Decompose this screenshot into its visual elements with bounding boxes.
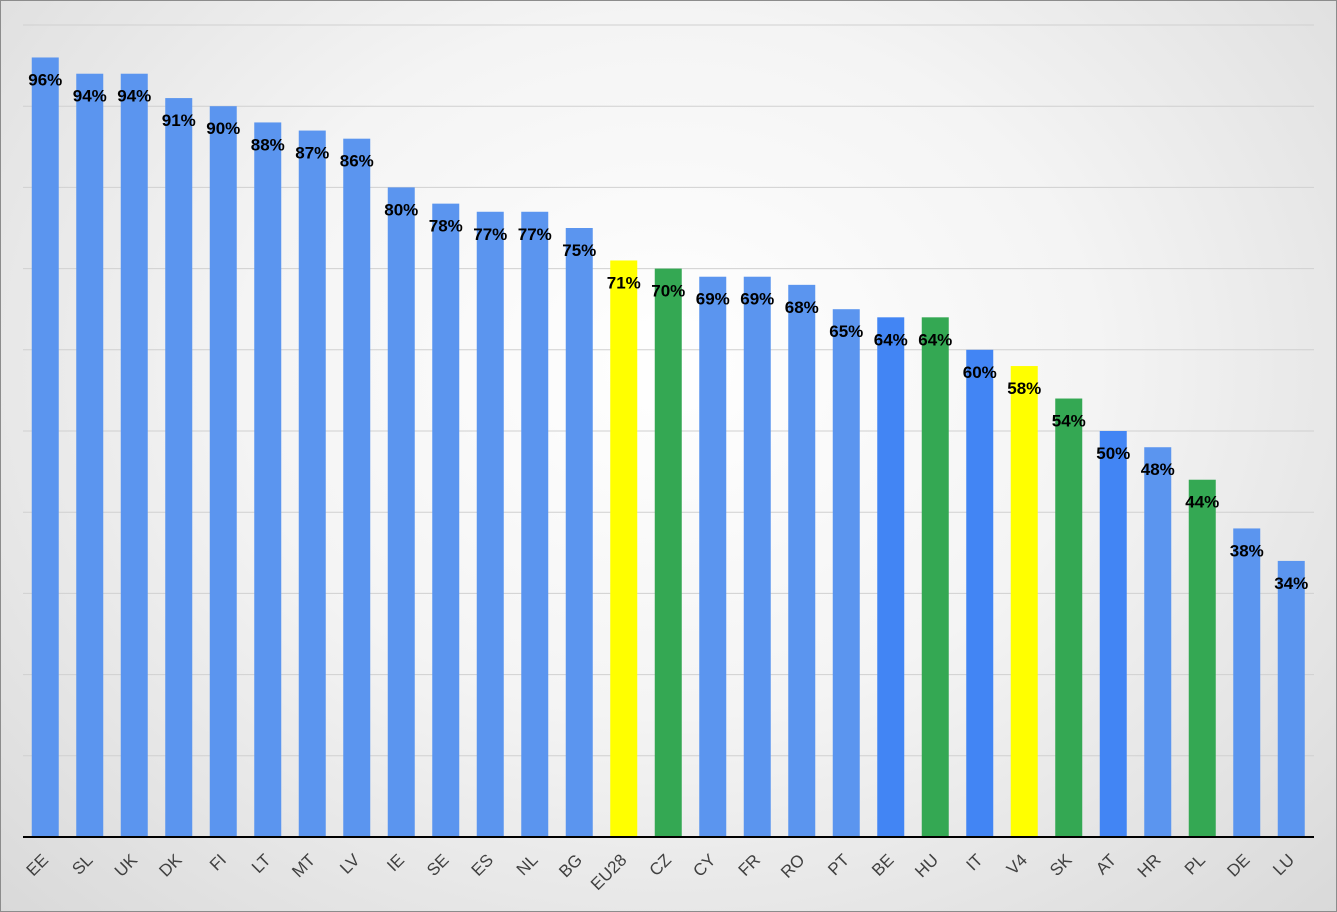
bar-dk: [165, 98, 193, 837]
data-label-at: 50%: [1096, 444, 1130, 463]
bar-de: [1233, 528, 1261, 837]
bar-fr: [743, 276, 771, 838]
tick-label-pl: PL: [1181, 850, 1209, 878]
data-label-de: 38%: [1230, 541, 1264, 560]
bar-cy: [699, 276, 727, 838]
tick-label-sl: SL: [68, 850, 96, 878]
bar-ie: [387, 187, 415, 837]
bar-pl: [1188, 479, 1216, 837]
bar-uk: [120, 73, 148, 838]
data-label-ro: 68%: [785, 298, 819, 317]
tick-label-de: DE: [1223, 850, 1253, 880]
tick-label-it: IT: [962, 850, 986, 874]
tick-label-bg: BG: [555, 850, 586, 881]
data-label-hr: 48%: [1141, 460, 1175, 479]
tick-label-hu: HU: [911, 850, 942, 881]
tick-label-dk: DK: [155, 850, 186, 881]
tick-label-be: BE: [868, 850, 897, 879]
bar-sk: [1055, 398, 1083, 837]
data-label-ee: 96%: [28, 70, 62, 89]
data-label-pt: 65%: [829, 322, 863, 341]
data-labels: 96% 94% 94% 91% 90% 88% 87% 86% 80% 78% 77% 77% 75% 7…: [28, 70, 1308, 592]
bar-bg: [565, 228, 593, 837]
data-label-v4: 58%: [1007, 379, 1041, 398]
data-label-nl: 77%: [518, 225, 552, 244]
tick-label-pt: PT: [824, 850, 853, 879]
bar-hu: [921, 317, 949, 837]
data-label-cy: 69%: [696, 290, 730, 309]
bar-mt: [298, 130, 326, 837]
bar-sl: [76, 73, 104, 838]
data-label-lu: 34%: [1274, 574, 1308, 593]
bar-pt: [832, 309, 860, 837]
bar-cz: [654, 268, 682, 838]
tick-label-mt: MT: [288, 850, 319, 881]
tick-label-es: ES: [468, 850, 497, 879]
bar-be: [877, 317, 905, 837]
bar-ro: [788, 284, 816, 838]
tick-label-eu28: EU28: [587, 850, 631, 894]
bar-at: [1099, 431, 1127, 837]
data-label-ie: 80%: [384, 200, 418, 219]
data-label-mt: 87%: [295, 144, 329, 163]
tick-label-at: AT: [1092, 850, 1120, 878]
tick-label-ro: RO: [777, 850, 808, 881]
tick-label-ie: IE: [383, 850, 408, 875]
data-label-it: 60%: [963, 363, 997, 382]
data-label-pl: 44%: [1185, 493, 1219, 512]
data-label-be: 64%: [874, 330, 908, 349]
data-label-dk: 91%: [162, 111, 196, 130]
bar-ee: [31, 57, 59, 838]
data-label-fi: 90%: [206, 119, 240, 138]
bar-lu: [1277, 560, 1305, 837]
tick-label-v4: V4: [1003, 850, 1031, 878]
tick-label-fr: FR: [735, 850, 764, 879]
data-label-fr: 69%: [740, 290, 774, 309]
bar-it: [966, 349, 994, 837]
data-label-bg: 75%: [562, 241, 596, 260]
tick-label-fi: FI: [206, 850, 230, 874]
data-label-uk: 94%: [117, 87, 151, 106]
tick-label-nl: NL: [513, 850, 542, 879]
tick-label-lt: LT: [248, 850, 275, 877]
data-label-se: 78%: [429, 217, 463, 236]
bar-se: [432, 203, 460, 837]
bar-v4: [1010, 366, 1038, 837]
bar-lv: [343, 138, 371, 837]
tick-label-ee: EE: [23, 850, 52, 879]
bar-nl: [521, 211, 549, 837]
data-label-eu28: 71%: [607, 273, 641, 292]
bar-lt: [254, 122, 282, 837]
data-label-lt: 88%: [251, 135, 285, 154]
tick-label-hr: HR: [1134, 850, 1165, 881]
data-label-es: 77%: [473, 225, 507, 244]
tick-label-cy: CY: [689, 850, 719, 880]
bar-fi: [209, 106, 237, 837]
tick-label-uk: UK: [111, 850, 142, 881]
data-label-sk: 54%: [1052, 412, 1086, 431]
data-label-lv: 86%: [340, 152, 374, 171]
data-label-sl: 94%: [73, 87, 107, 106]
tick-label-cz: CZ: [646, 850, 675, 879]
data-label-cz: 70%: [651, 282, 685, 301]
bars: [31, 57, 1305, 838]
data-label-hu: 64%: [918, 330, 952, 349]
bar-hr: [1144, 447, 1172, 837]
bar-eu28: [610, 260, 638, 838]
tick-label-lv: LV: [336, 850, 364, 878]
x-axis-tick-labels: EE SL UK DK FI LT MT LV IE SE ES NL BG EU28 CZ CY FR RO PT…: [23, 850, 1298, 894]
tick-label-lu: LU: [1269, 850, 1298, 879]
tick-label-sk: SK: [1046, 850, 1076, 880]
bar-es: [476, 211, 504, 837]
tick-label-se: SE: [423, 850, 452, 879]
